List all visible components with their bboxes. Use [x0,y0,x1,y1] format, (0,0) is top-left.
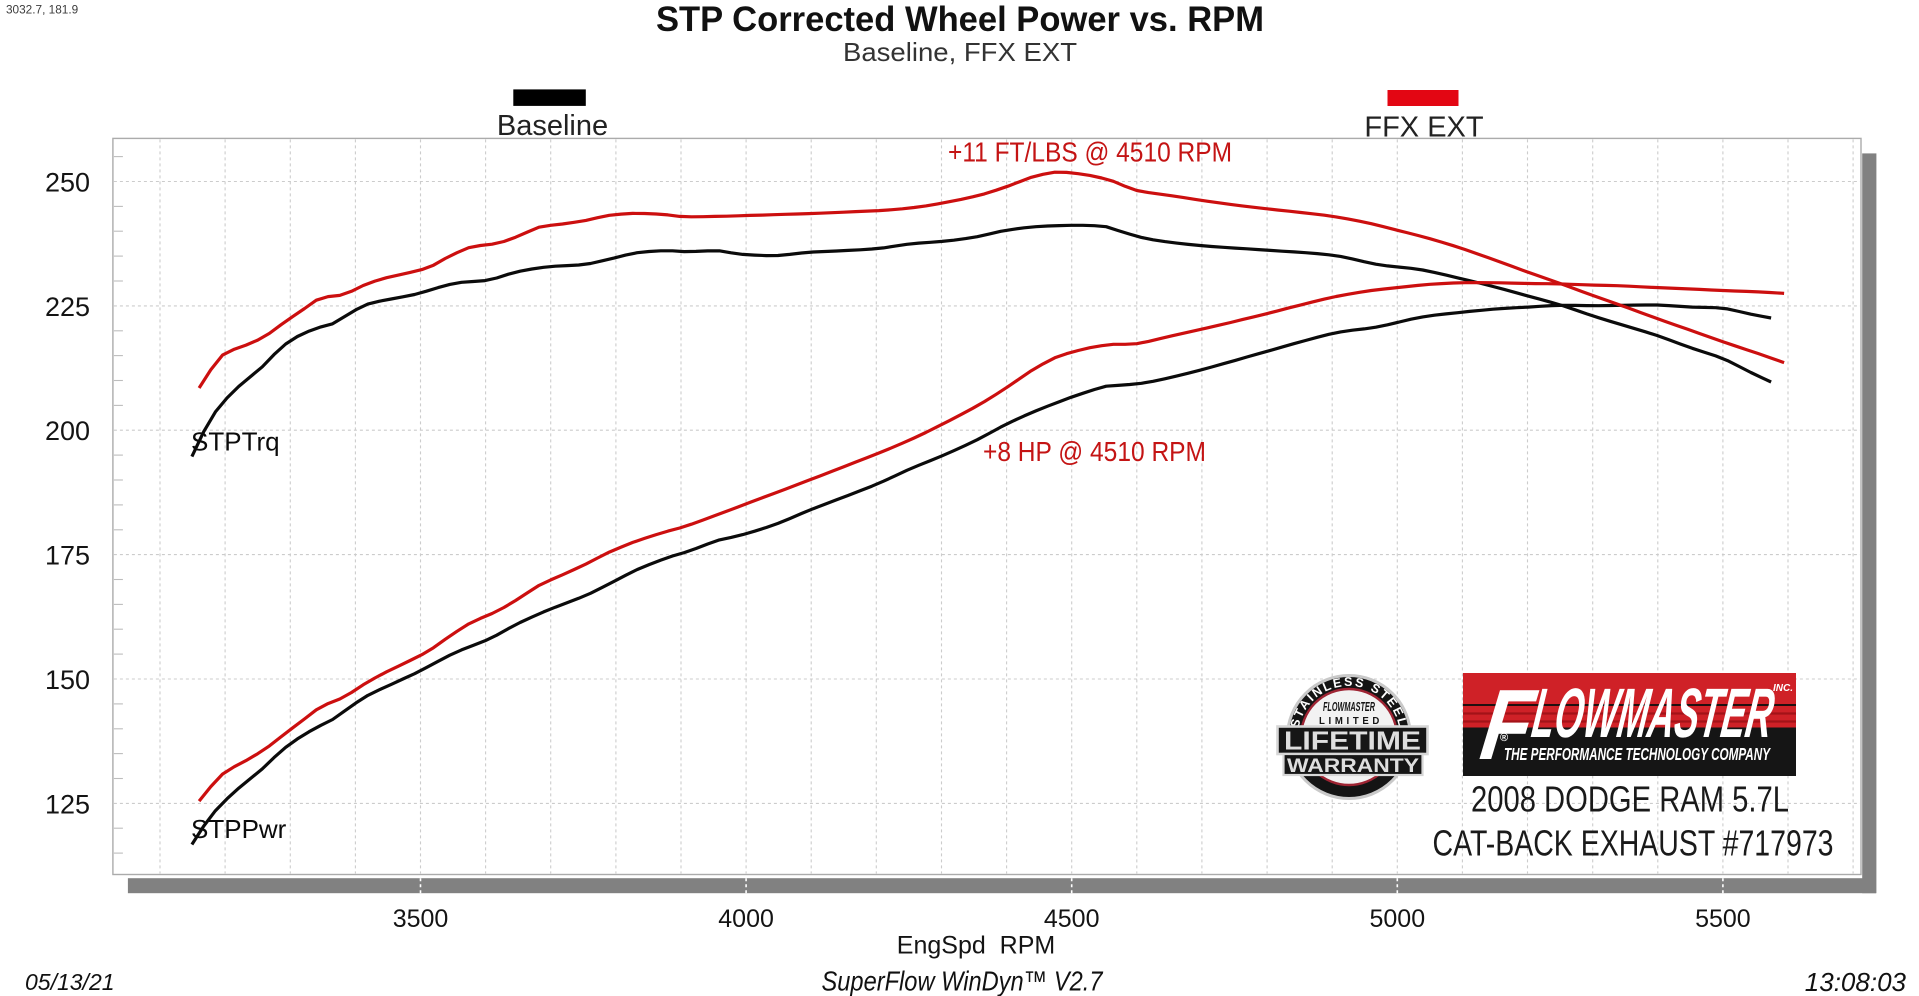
svg-text:250: 250 [45,167,90,197]
svg-text:Baseline, FFX EXT: Baseline, FFX EXT [843,37,1077,67]
svg-text:STPPwr: STPPwr [191,814,287,844]
svg-text:THE PERFORMANCE TECHNOLOGY COM: THE PERFORMANCE TECHNOLOGY COMPANY [1504,744,1771,764]
svg-text:4000: 4000 [718,905,774,933]
svg-text:FLOWMASTER: FLOWMASTER [1323,700,1375,714]
svg-text:2008 DODGE RAM 5.7L: 2008 DODGE RAM 5.7L [1471,779,1789,820]
svg-text:SuperFlow WinDyn™ V2.7: SuperFlow WinDyn™ V2.7 [822,966,1104,996]
svg-text:®: ® [1500,732,1508,744]
svg-text:4500: 4500 [1044,905,1100,933]
svg-text:STPTrq: STPTrq [191,427,280,457]
svg-text:LIFETIME: LIFETIME [1284,728,1421,756]
svg-text:EngSpd RPM: EngSpd RPM [897,932,1055,960]
svg-text:5500: 5500 [1695,905,1751,933]
svg-text:+8 HP @ 4510 RPM: +8 HP @ 4510 RPM [983,436,1206,467]
svg-text:175: 175 [45,541,90,571]
svg-text:05/13/21: 05/13/21 [25,969,115,995]
svg-text:LOWMASTER: LOWMASTER [1528,673,1779,752]
svg-text:STP Corrected Wheel Power vs.: STP Corrected Wheel Power vs. RPM [656,0,1264,39]
svg-text:FFX EXT: FFX EXT [1364,112,1484,144]
svg-text:WARRANTY: WARRANTY [1287,755,1419,777]
svg-text:3032.7, 181.9: 3032.7, 181.9 [6,3,78,17]
svg-text:200: 200 [45,416,90,446]
svg-text:+11 FT/LBS @ 4510 RPM: +11 FT/LBS @ 4510 RPM [948,137,1232,168]
svg-text:150: 150 [45,665,90,695]
svg-text:225: 225 [45,292,90,322]
svg-text:LIMITED: LIMITED [1319,715,1383,727]
svg-text:INC.: INC. [1773,683,1793,694]
svg-text:125: 125 [45,789,90,819]
svg-text:3500: 3500 [393,905,449,933]
svg-text:5000: 5000 [1369,905,1425,933]
svg-text:13:08:03: 13:08:03 [1805,967,1907,996]
svg-text:Baseline: Baseline [497,110,608,142]
svg-text:CAT-BACK EXHAUST #717973: CAT-BACK EXHAUST #717973 [1433,823,1834,864]
